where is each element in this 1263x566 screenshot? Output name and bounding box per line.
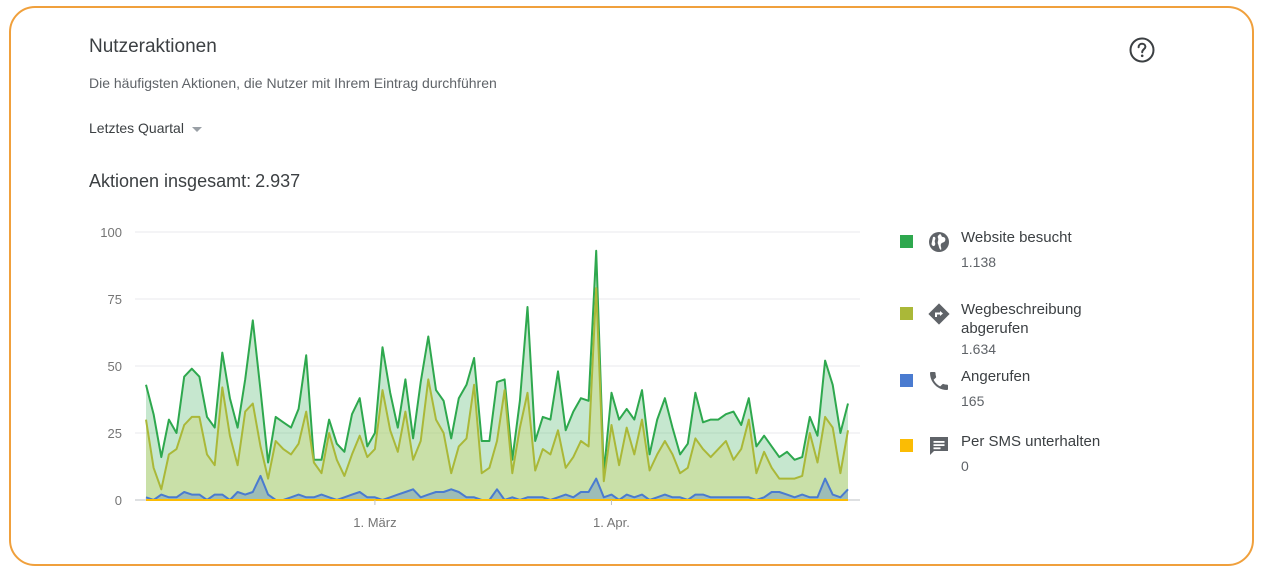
user-actions-card bbox=[9, 6, 1254, 566]
legend-swatch bbox=[900, 235, 913, 248]
total-label: Aktionen insgesamt: bbox=[89, 171, 252, 191]
series-line bbox=[145, 287, 849, 491]
legend-item-website[interactable]: Website besucht 1.138 bbox=[900, 228, 1131, 270]
directions-icon bbox=[927, 302, 951, 326]
total-value: 2.937 bbox=[255, 171, 301, 191]
chevron-down-icon bbox=[191, 126, 202, 132]
total-actions: Aktionen insgesamt: 2.937 bbox=[89, 171, 300, 192]
series-area bbox=[146, 250, 848, 500]
x-tick-label: 1. März bbox=[353, 515, 396, 530]
legend-item-calls[interactable]: Angerufen 165 bbox=[900, 367, 1131, 409]
period-dropdown[interactable]: Letztes Quartal bbox=[89, 120, 202, 136]
legend-count: 1.138 bbox=[961, 254, 997, 270]
legend-count: 1.634 bbox=[961, 341, 997, 357]
y-tick-label: 25 bbox=[108, 426, 122, 441]
globe-icon bbox=[927, 230, 951, 254]
legend-swatch bbox=[900, 307, 913, 320]
card-subtitle: Die häufigsten Aktionen, die Nutzer mit … bbox=[89, 75, 497, 91]
y-tick-label: 100 bbox=[100, 225, 122, 240]
chat-icon bbox=[927, 434, 951, 458]
period-label: Letztes Quartal bbox=[89, 120, 184, 136]
chart-lines bbox=[145, 249, 849, 501]
y-tick-label: 75 bbox=[108, 292, 122, 307]
x-tick-label: 1. Apr. bbox=[593, 515, 630, 530]
y-tick-label: 50 bbox=[108, 359, 122, 374]
series-line bbox=[145, 474, 849, 501]
legend-count: 0 bbox=[961, 458, 969, 474]
legend-swatch bbox=[900, 374, 913, 387]
series-area bbox=[146, 475, 848, 500]
y-tick-label: 0 bbox=[115, 493, 122, 508]
legend-label: Angerufen bbox=[961, 368, 1031, 385]
phone-icon bbox=[927, 369, 951, 393]
card-title: Nutzeraktionen bbox=[89, 36, 217, 57]
chart-areas bbox=[146, 250, 848, 500]
series-line bbox=[145, 249, 849, 475]
legend-swatch bbox=[900, 439, 913, 452]
chart-axes: 0 25 50 75 100 1. März 1. Apr. bbox=[100, 225, 630, 530]
actions-area-chart: 0 25 50 75 100 1. März 1. Apr. bbox=[100, 225, 860, 530]
series-area bbox=[146, 288, 848, 500]
legend-count: 165 bbox=[961, 393, 985, 409]
legend-item-sms[interactable]: Per SMS unterhalten 0 bbox=[900, 432, 1131, 474]
help-circle-icon[interactable] bbox=[1128, 36, 1156, 64]
legend-label: Wegbeschreibung abgerufen bbox=[961, 301, 1082, 337]
legend-label: Website besucht bbox=[961, 229, 1072, 246]
legend-label: Per SMS unterhalten bbox=[961, 433, 1101, 450]
legend-item-directions[interactable]: Wegbeschreibung abgerufen 1.634 bbox=[900, 300, 1131, 357]
